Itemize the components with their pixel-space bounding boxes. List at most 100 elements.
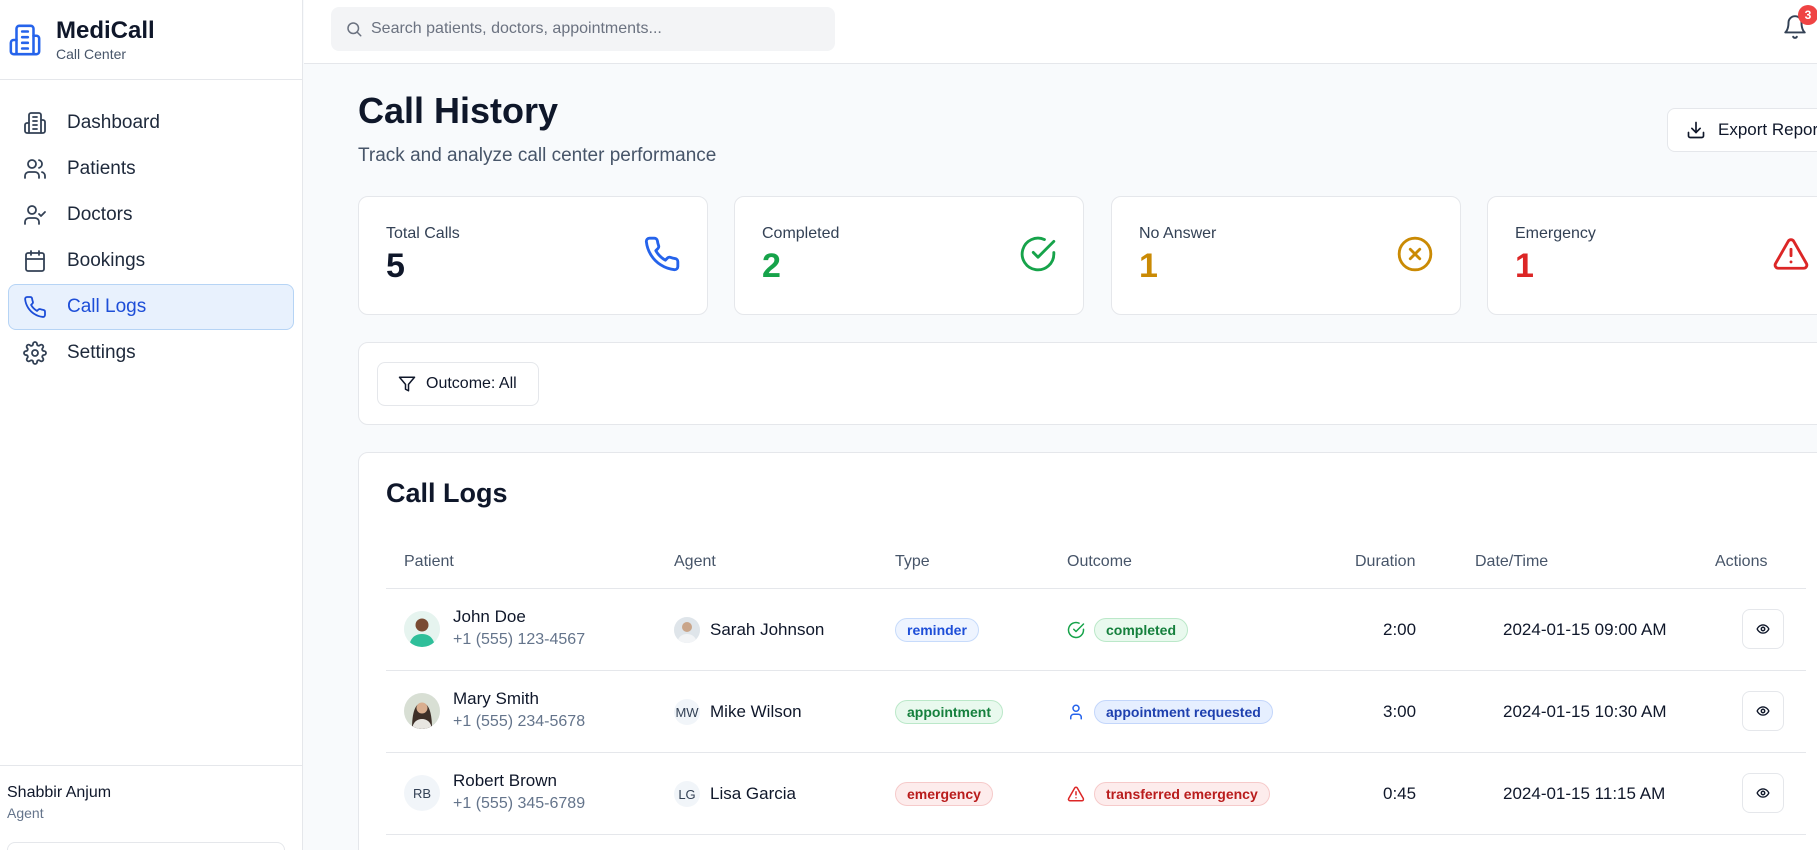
stat-card-total-calls: Total Calls 5	[358, 196, 708, 315]
x-circle-icon	[1397, 236, 1433, 272]
sidebar-item-label: Settings	[67, 342, 136, 363]
sidebar: MediCall Call Center Dashboard Patients …	[0, 0, 303, 850]
user-icon	[1070, 704, 1082, 720]
call-duration: 2:00	[1383, 620, 1417, 639]
building-icon	[24, 112, 46, 134]
call-datetime: 2024-01-15 10:30 AM	[1503, 702, 1667, 721]
sidebar-item-dashboard[interactable]: Dashboard	[8, 100, 294, 146]
stat-label: Emergency	[1515, 225, 1596, 242]
user-profile: Shabbir Anjum Agent	[0, 765, 302, 850]
brand-title: MediCall	[56, 16, 155, 44]
outcome-badge: transferred emergency	[1094, 782, 1270, 806]
column-header: Actions	[1715, 553, 1768, 570]
user-menu-button[interactable]	[7, 842, 285, 850]
stat-card-completed: Completed 2	[734, 196, 1084, 315]
call-logs-title: Call Logs	[386, 478, 508, 508]
filter-card: Outcome: All	[358, 342, 1817, 425]
view-call-button[interactable]	[1742, 773, 1784, 813]
column-header: Duration	[1355, 553, 1416, 570]
patient-phone: +1 (555) 123-4567	[453, 631, 586, 648]
call-duration: 3:00	[1383, 702, 1417, 721]
alert-triangle-icon	[1067, 786, 1085, 802]
check-circle-icon	[1020, 236, 1056, 272]
patient-avatar	[404, 611, 440, 647]
call-duration: 0:45	[1383, 784, 1417, 803]
search-input[interactable]	[371, 20, 811, 38]
patient-phone: +1 (555) 234-5678	[453, 713, 586, 730]
hospital-building-icon	[9, 24, 41, 55]
sidebar-item-doctors[interactable]: Doctors	[8, 192, 294, 238]
download-icon	[1687, 121, 1705, 139]
eye-icon	[1756, 624, 1770, 634]
phone-icon	[24, 296, 46, 318]
call-type-badge: emergency	[895, 782, 993, 806]
stat-value: 2	[762, 247, 781, 285]
search-icon	[347, 22, 362, 37]
call-logs-card: Call Logs Patient Agent Type Outcome Dur…	[358, 452, 1817, 850]
bell-icon[interactable]	[1782, 14, 1808, 40]
call-datetime: 2024-01-15 09:00 AM	[1503, 620, 1667, 639]
outcome-badge: appointment requested	[1094, 700, 1273, 724]
agent-photo	[674, 617, 700, 643]
notification-badge: 3	[1798, 5, 1817, 25]
patient-name: Robert Brown	[453, 771, 557, 790]
sidebar-nav: Dashboard Patients Doctors Bookings Call…	[0, 80, 302, 376]
outcome-filter-button[interactable]: Outcome: All	[377, 362, 539, 406]
column-header: Agent	[674, 553, 716, 570]
call-type-badge: appointment	[895, 700, 1003, 724]
sidebar-item-label: Doctors	[67, 204, 133, 225]
user-name: Shabbir Anjum	[7, 784, 112, 801]
eye-icon	[1756, 788, 1770, 798]
column-header: Type	[895, 553, 930, 570]
sidebar-item-label: Bookings	[67, 250, 146, 271]
alert-triangle-icon	[1773, 238, 1809, 270]
outcome-filter-label: Outcome: All	[426, 375, 517, 392]
outcome-badge: completed	[1094, 618, 1189, 642]
sidebar-item-patients[interactable]: Patients	[8, 146, 294, 192]
column-header: Patient	[404, 553, 454, 570]
topbar: 3	[304, 0, 1817, 64]
calendar-icon	[25, 250, 45, 272]
export-report-button[interactable]: Export Report	[1667, 108, 1817, 152]
page-title: Call History	[358, 90, 559, 131]
stat-value: 1	[1515, 247, 1534, 285]
stat-label: Total Calls	[386, 225, 460, 242]
agent-avatar: MW	[674, 699, 700, 725]
sidebar-item-call-logs[interactable]: Call Logs	[8, 284, 294, 330]
table-row[interactable]: Mary Smith +1 (555) 234-5678 MW Mike Wil…	[386, 671, 1806, 753]
sidebar-item-label: Patients	[67, 158, 136, 179]
table-row[interactable]: John Doe +1 (555) 123-4567 Sarah Johnson…	[386, 589, 1806, 671]
view-call-button[interactable]	[1742, 691, 1784, 731]
brand-subtitle: Call Center	[56, 45, 127, 62]
user-role: Agent	[7, 805, 44, 821]
call-type-badge: reminder	[895, 618, 979, 642]
stat-card-emergency: Emergency 1	[1487, 196, 1817, 315]
patient-photo	[404, 611, 440, 647]
patient-avatar: RB	[404, 775, 440, 811]
view-call-button[interactable]	[1742, 609, 1784, 649]
table-row[interactable]: RB Robert Brown +1 (555) 345-6789 LG Lis…	[386, 753, 1806, 835]
stat-card-no-answer: No Answer 1	[1111, 196, 1461, 315]
check-circle-icon	[1067, 621, 1085, 639]
stat-label: No Answer	[1139, 225, 1217, 242]
page-subtitle: Track and analyze call center performanc…	[358, 145, 717, 166]
column-header: Outcome	[1067, 553, 1132, 570]
agent-name: Lisa Garcia	[710, 784, 796, 803]
patient-name: Mary Smith	[453, 689, 539, 708]
table-header: Patient Agent Type Outcome Duration Date…	[386, 537, 1806, 589]
agent-avatar	[674, 617, 700, 643]
search-bar	[331, 7, 835, 51]
sidebar-item-settings[interactable]: Settings	[8, 330, 294, 376]
agent-name: Mike Wilson	[710, 702, 802, 721]
user-check-icon	[24, 205, 46, 225]
phone-icon	[644, 236, 680, 272]
sidebar-item-bookings[interactable]: Bookings	[8, 238, 294, 284]
sidebar-item-label: Dashboard	[67, 112, 160, 133]
patient-photo	[404, 693, 440, 729]
users-icon	[24, 159, 46, 179]
patient-avatar	[404, 693, 440, 729]
patient-phone: +1 (555) 345-6789	[453, 795, 586, 812]
eye-icon	[1756, 706, 1770, 716]
sidebar-item-label: Call Logs	[67, 296, 147, 317]
agent-avatar: LG	[674, 781, 700, 807]
